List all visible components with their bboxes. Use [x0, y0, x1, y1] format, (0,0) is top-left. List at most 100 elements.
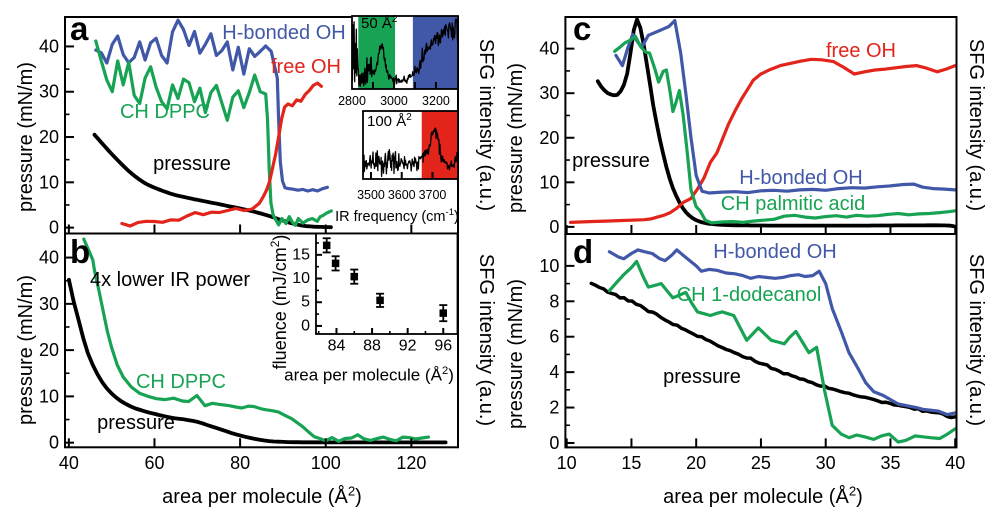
ytick-label-c: 0 — [549, 217, 559, 237]
xtick-label-d: 25 — [751, 453, 771, 473]
series-c-ch-palmitic-acid — [612, 34, 957, 225]
axes-frame-b — [64, 232, 459, 449]
xtick-label-b: 80 — [230, 453, 250, 473]
xtick-label-fluence: 92 — [399, 337, 417, 354]
xtick-label-fluence: 84 — [328, 337, 346, 354]
series-group-b — [67, 237, 448, 445]
ytick-label-b: 10 — [39, 386, 59, 406]
data-point — [322, 241, 331, 250]
ticks-a: 0 10 20 30 40 — [39, 36, 413, 238]
ytick-label-d: 10 — [539, 256, 559, 276]
ticks-spectrum-100A: 3500 3600 3700 — [357, 172, 446, 202]
label-ch-dppc-a: CH DPPC — [119, 101, 211, 123]
ylabel-pressure-c: pressure (mN/m) — [505, 62, 527, 214]
label-inset-50A: 50 Å2 — [361, 14, 398, 32]
label-free-oh-c: free OH — [825, 40, 897, 62]
ytick-label-a: 0 — [49, 218, 59, 238]
label-h-bonded-oh-d: H-bonded OH — [713, 241, 837, 263]
data-point — [331, 259, 340, 268]
xtick-label-fluence: 96 — [434, 337, 452, 354]
xtick-label-b: 40 — [59, 453, 79, 473]
ylabel-pressure-a: pressure (mN/m) — [15, 61, 37, 213]
ytick-label-a: 40 — [39, 36, 59, 56]
series-b-ch-dppc — [82, 237, 431, 443]
xlabel-area-right: area per molecule (Å2) — [663, 483, 863, 508]
xlabel-ir-frequency: IR frequency (cm-1) — [335, 206, 459, 225]
label-pressure-b: pressure — [97, 412, 175, 434]
label-ch-dppc-b: CH DPPC — [135, 371, 227, 393]
panel-letter-a: a — [70, 10, 89, 47]
xtick-label-spectrum-50A: 2800 — [338, 94, 366, 108]
ylabel-sfg-b: SFG intensity (a.u.) — [475, 253, 497, 427]
ytick-label-fluence: 0 — [301, 317, 310, 334]
xtick-label-spectrum-50A: 3200 — [422, 94, 450, 108]
xtick-label-d: 30 — [816, 453, 836, 473]
series-a-ch-dppc — [94, 39, 333, 227]
label-ch-dodecanol-d: CH 1-dodecanol — [676, 284, 822, 306]
ticks-fluence: 84 88 92 96 0 5 10 15 — [292, 242, 452, 354]
xtick-label-spectrum-100A: 3600 — [388, 188, 416, 202]
ylabel-sfg-c: SFG intensity (a.u.) — [965, 38, 987, 212]
ytick-label-a: 30 — [39, 82, 59, 102]
xlabel-area-left: area per molecule (Å2) — [162, 483, 362, 508]
series-b-pressure — [67, 277, 448, 445]
series-group-a — [92, 18, 333, 230]
ytick-label-d: 2 — [549, 398, 559, 418]
ylabel-fluence: fluence (mJ/cm2) — [268, 234, 290, 370]
ytick-label-a: 20 — [39, 127, 59, 147]
series-c-h-bonded-oh — [614, 19, 957, 195]
ytick-label-fluence: 10 — [292, 270, 310, 287]
spectrum-spectrum-50A — [351, 18, 459, 87]
xtick-label-b: 100 — [311, 453, 341, 473]
ytick-label-b: 0 — [49, 433, 59, 453]
series-d-h-bonded-oh — [607, 248, 957, 417]
series-a-h-bonded-oh — [94, 18, 329, 193]
label-h-bonded-oh-c: H-bonded OH — [739, 167, 863, 189]
series-d-ch-1-dodecanol — [607, 259, 957, 444]
panel-letter-b: b — [70, 233, 91, 270]
ytick-label-d: 8 — [549, 291, 559, 311]
series-group-d — [589, 248, 957, 444]
label-free-oh-a: free OH — [270, 56, 342, 78]
xtick-label-d: 10 — [557, 453, 577, 473]
xtick-label-d: 35 — [880, 453, 900, 473]
xtick-label-d: 40 — [945, 453, 965, 473]
ylabel-pressure-d: pressure (mN/m) — [505, 278, 527, 430]
ytick-label-c: 10 — [539, 172, 559, 192]
ytick-label-b: 30 — [39, 294, 59, 314]
ticks-c: 0 10 20 30 40 — [539, 39, 957, 237]
xtick-label-spectrum-100A: 3500 — [357, 188, 385, 202]
label-h-bonded-oh-a: H-bonded OH — [222, 22, 346, 44]
xtick-label-b: 120 — [396, 453, 426, 473]
spectrum-spectrum-100A — [362, 127, 459, 177]
scatter-fluence — [322, 237, 448, 323]
ytick-label-b: 20 — [39, 340, 59, 360]
xtick-label-d: 20 — [686, 453, 706, 473]
ytick-label-a: 10 — [39, 172, 59, 192]
label-inset-100A: 100 Å2 — [367, 112, 412, 130]
axes-frame-fluence — [315, 232, 459, 335]
series-c-free-oh — [568, 57, 957, 224]
series-c-pressure — [595, 17, 956, 229]
ylabel-sfg-d: SFG intensity (a.u.) — [965, 253, 987, 427]
ylabel-sfg-a: SFG intensity (a.u.) — [475, 38, 497, 212]
ylabel-pressure-b: pressure (mN/m) — [15, 274, 37, 426]
ytick-label-d: 6 — [549, 327, 559, 347]
xtick-label-spectrum-50A: 3000 — [380, 94, 408, 108]
ytick-label-c: 20 — [539, 128, 559, 148]
ytick-label-fluence: 5 — [301, 294, 310, 311]
ytick-label-d: 4 — [549, 362, 559, 382]
axes-frame-d — [564, 233, 958, 449]
ytick-label-c: 30 — [539, 83, 559, 103]
axes-frame-spectrum-100A — [362, 110, 459, 180]
xlabel-area-inset: area per molecule (Å2) — [284, 364, 454, 385]
xtick-label-spectrum-100A: 3700 — [419, 188, 447, 202]
band-h-bonded-oh-band — [412, 16, 458, 89]
xtick-label-b: 60 — [144, 453, 164, 473]
data-point — [350, 272, 359, 281]
ytick-label-fluence: 15 — [292, 246, 310, 263]
axes-frame-spectrum-50A — [351, 15, 459, 90]
ticks-spectrum-50A: 2800 3000 3200 — [338, 82, 450, 108]
